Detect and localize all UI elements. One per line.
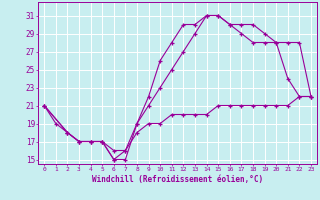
X-axis label: Windchill (Refroidissement éolien,°C): Windchill (Refroidissement éolien,°C)	[92, 175, 263, 184]
